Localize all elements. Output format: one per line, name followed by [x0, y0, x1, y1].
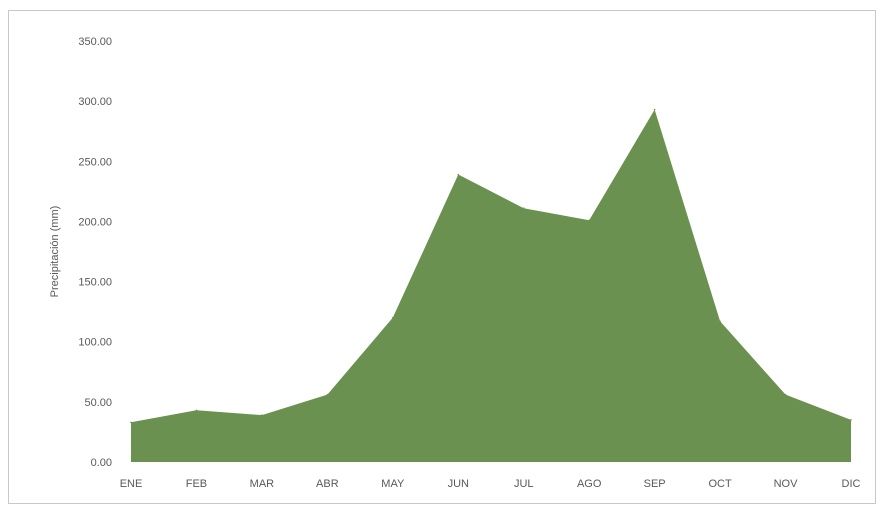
x-tick-label: ENE: [120, 478, 143, 490]
y-tick-label: 0.00: [91, 457, 112, 469]
data-point: [457, 173, 460, 176]
data-point: [392, 316, 394, 319]
data-point: [130, 421, 132, 424]
data-point: [195, 409, 198, 412]
x-tick-label: AGO: [577, 478, 602, 490]
y-tick-label: 300.00: [78, 96, 112, 108]
x-tick-label: NOV: [774, 478, 799, 490]
x-tick-label: SEP: [644, 478, 666, 490]
area-series: [131, 109, 851, 462]
x-tick-label: ABR: [316, 478, 339, 490]
y-axis-ticks: 0.00 50.00 100.00 150.00 200.00 250.00 300.00 3…: [78, 36, 112, 469]
data-point: [784, 393, 787, 396]
y-tick-label: 100.00: [78, 337, 112, 349]
y-tick-label: 250.00: [78, 156, 112, 168]
data-point: [261, 414, 263, 416]
y-tick-label: 350.00: [78, 36, 112, 48]
data-point: [719, 320, 721, 323]
data-point: [326, 393, 329, 396]
data-point: [588, 219, 590, 222]
data-point: [850, 419, 852, 421]
y-axis-label: Precipitación (mm): [49, 206, 61, 298]
x-tick-label: JUN: [448, 478, 469, 490]
data-point: [653, 108, 656, 111]
y-tick-label: 200.00: [78, 216, 112, 228]
y-tick-label: 50.00: [84, 397, 112, 409]
x-tick-label: MAY: [381, 478, 405, 490]
y-tick-label: 150.00: [78, 277, 112, 289]
x-axis-ticks: ENE FEB MAR ABR MAY JUN JUL AGO SEP OCT NOV DIC: [120, 478, 861, 490]
data-point: [522, 207, 525, 209]
x-tick-label: OCT: [708, 478, 732, 490]
x-tick-label: FEB: [186, 478, 207, 490]
x-tick-label: MAR: [250, 478, 275, 490]
series-layer: [130, 108, 852, 462]
x-tick-label: JUL: [514, 478, 534, 490]
x-tick-label: DIC: [842, 478, 861, 490]
